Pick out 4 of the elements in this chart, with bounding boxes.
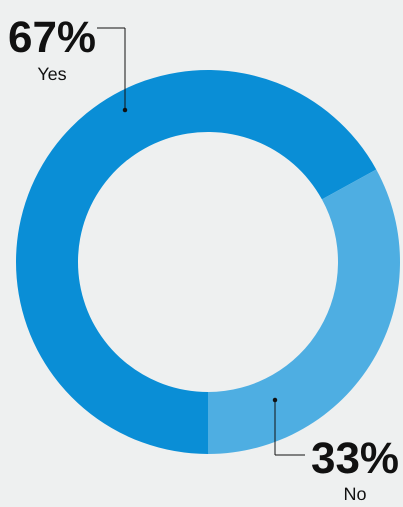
data-label: 33% (310, 434, 400, 483)
data-label: 67% (8, 13, 96, 62)
slice-label: No (343, 484, 367, 504)
slice-label: Yes (37, 64, 67, 84)
